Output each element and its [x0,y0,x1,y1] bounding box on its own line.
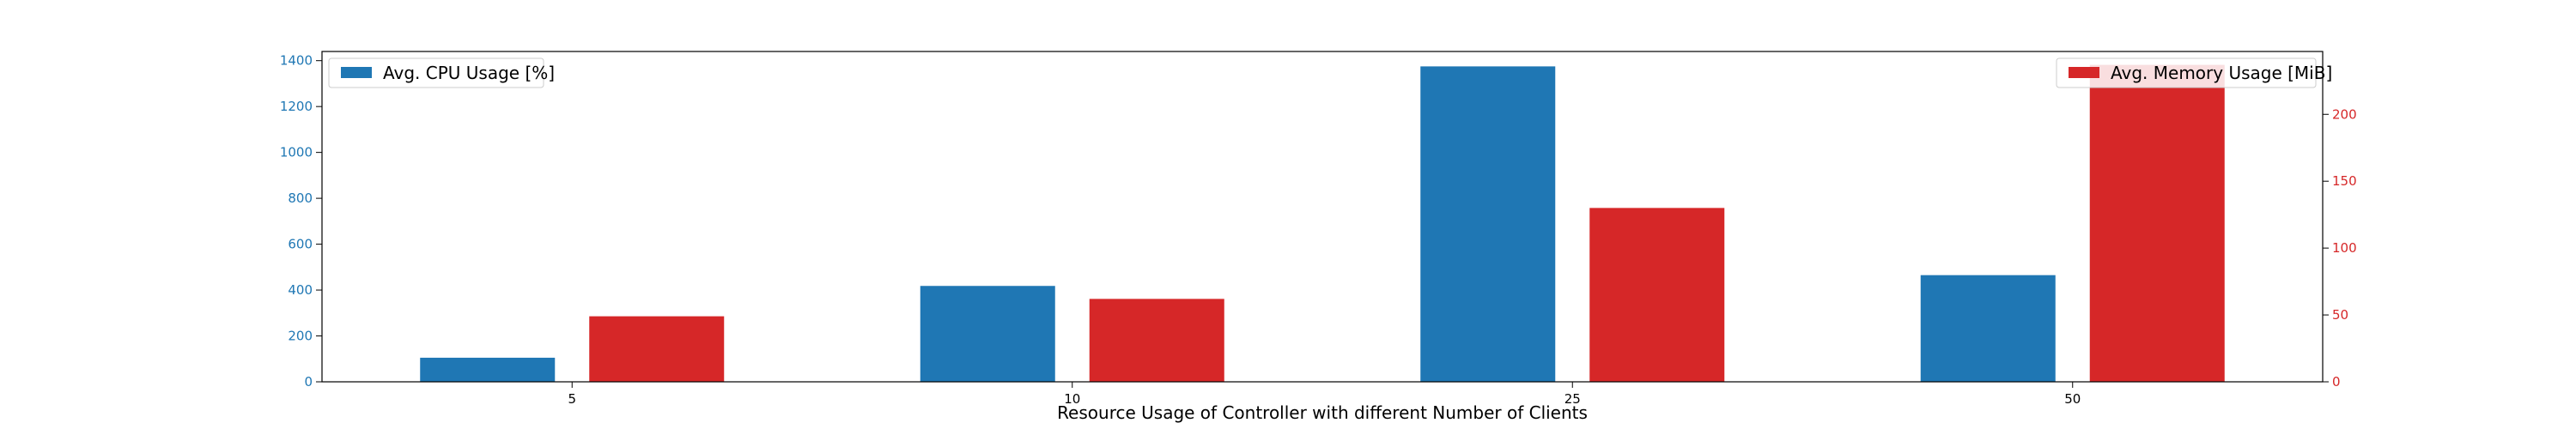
x-tick-label: 5 [568,391,576,407]
legend-label: Avg. CPU Usage [%] [383,63,555,83]
left-tick-label: 400 [288,282,313,298]
left-tick-label: 0 [304,374,313,390]
memory-bar-50 [2089,64,2225,383]
x-tick-label: 25 [1564,391,1581,407]
cpu-bar-50 [1920,275,2056,382]
x-tick-label: 10 [1064,391,1080,407]
right-y-axis: 0 50 100 150 200 [2323,106,2357,390]
legend-cpu: Avg. CPU Usage [%] [328,57,555,88]
x-tick-label: 50 [2064,391,2081,407]
right-tick-label: 200 [2332,106,2357,122]
cpu-bar-25 [1420,66,1556,382]
memory-bar-25 [1589,208,1725,382]
x-axis-title: Resource Usage of Controller with differ… [1057,402,1588,423]
x-axis: 5 10 25 50 [568,382,2081,407]
memory-bar-5 [589,316,725,382]
left-tick-label: 200 [288,329,313,344]
legend-box [328,57,544,88]
plot-frame [321,51,2324,383]
legend-swatch [341,67,372,78]
right-tick-label: 50 [2332,307,2348,323]
cpu-bar-5 [420,357,556,382]
left-tick-label: 1000 [280,145,313,160]
right-tick-label: 100 [2332,240,2357,256]
left-tick-label: 1200 [280,99,313,114]
left-tick-label: 600 [288,237,313,252]
legend-box [2056,57,2317,88]
left-tick-label: 800 [288,190,313,206]
legend-label: Avg. Memory Usage [MiB] [2111,63,2332,83]
right-tick-label: 0 [2332,374,2341,390]
cpu-bar-10 [920,286,1055,382]
right-tick-label: 150 [2332,173,2357,189]
bars-layer [420,64,2225,383]
legend-swatch [2069,67,2099,78]
memory-bar-10 [1089,299,1224,382]
left-tick-label: 1400 [280,53,313,69]
legend-memory: Avg. Memory Usage [MiB] [2056,57,2332,88]
left-y-axis: 0 200 400 600 800 1000 1200 1400 [280,53,322,390]
